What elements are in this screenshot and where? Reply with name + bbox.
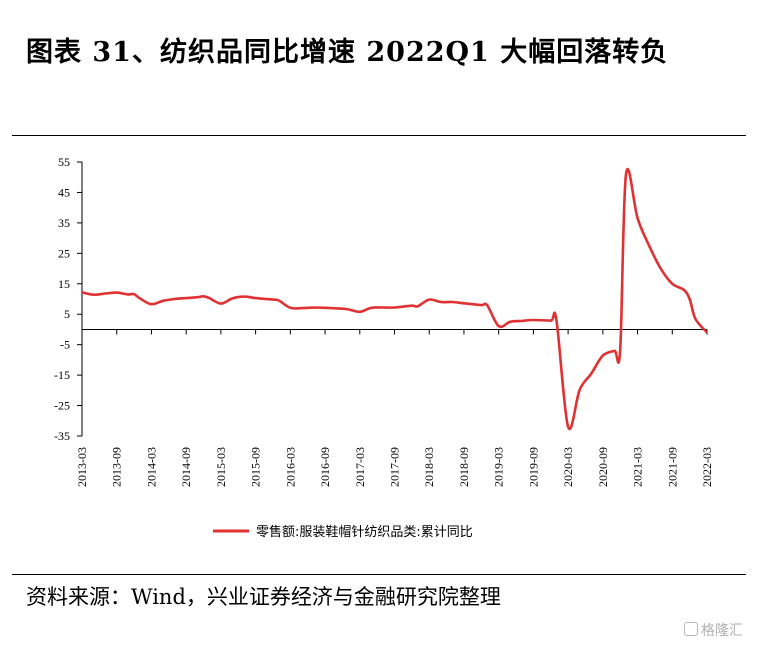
x-tick-label: 2017-09 xyxy=(388,447,402,487)
x-tick-label: 2021-09 xyxy=(665,447,679,487)
x-tick-label: 2020-03 xyxy=(561,447,575,487)
x-tick-label: 2020-09 xyxy=(596,447,610,487)
y-tick-label: -25 xyxy=(54,399,70,413)
y-tick-label: -35 xyxy=(54,429,70,443)
chart-axes xyxy=(77,161,708,437)
y-tick-label: 25 xyxy=(58,246,70,260)
x-tick-labels: 2013-03 2013-09 2014-03 2014-09 2015-03 2015-… xyxy=(75,447,714,487)
series-line xyxy=(81,167,709,431)
x-tick-label: 2015-03 xyxy=(214,447,228,487)
y-tick-label: 5 xyxy=(64,307,70,321)
x-tick-label: 2019-09 xyxy=(526,447,540,487)
top-rule xyxy=(12,135,746,136)
y-tick-label: 55 xyxy=(58,155,70,169)
source-note: 资料来源：Wind，兴业证券经济与金融研究院整理 xyxy=(26,585,501,609)
x-tick-label: 2021-03 xyxy=(631,447,645,487)
watermark-logo-icon xyxy=(684,622,698,636)
y-tick-label: 15 xyxy=(58,277,70,291)
x-tick-label: 2016-03 xyxy=(283,447,297,487)
x-tick-label: 2014-03 xyxy=(144,447,158,487)
x-tick-label: 2018-09 xyxy=(457,447,471,487)
x-tick-label: 2018-03 xyxy=(422,447,436,487)
x-tick-label: 2019-03 xyxy=(492,447,506,487)
x-tick-label: 2014-09 xyxy=(179,447,193,487)
x-tick-label: 2022-03 xyxy=(700,447,714,487)
watermark-text: 格隆汇 xyxy=(701,623,743,639)
watermark: 格隆汇 xyxy=(684,620,743,640)
x-tick-label: 2013-03 xyxy=(75,447,89,487)
x-tick-label: 2013-09 xyxy=(110,447,124,487)
x-tick-label: 2016-09 xyxy=(318,447,332,487)
bottom-rule xyxy=(12,574,746,575)
legend: 零售额:服装鞋帽针纺织品类:累计同比 xyxy=(213,524,473,540)
y-tick-label: -15 xyxy=(54,368,70,382)
y-tick-label: 45 xyxy=(58,185,70,199)
x-tick-label: 2017-03 xyxy=(353,447,367,487)
legend-label: 零售额:服装鞋帽针纺织品类:累计同比 xyxy=(256,524,473,540)
y-tick-label: -5 xyxy=(60,338,70,352)
y-tick-labels: 55 45 35 25 15 5 -5 -15 -25 -35 xyxy=(54,155,70,443)
figure-title: 图表 31、纺织品同比增速 2022Q1 大幅回落转负 xyxy=(26,37,669,68)
x-tick-label: 2015-09 xyxy=(249,447,263,487)
y-tick-label: 35 xyxy=(58,216,70,230)
